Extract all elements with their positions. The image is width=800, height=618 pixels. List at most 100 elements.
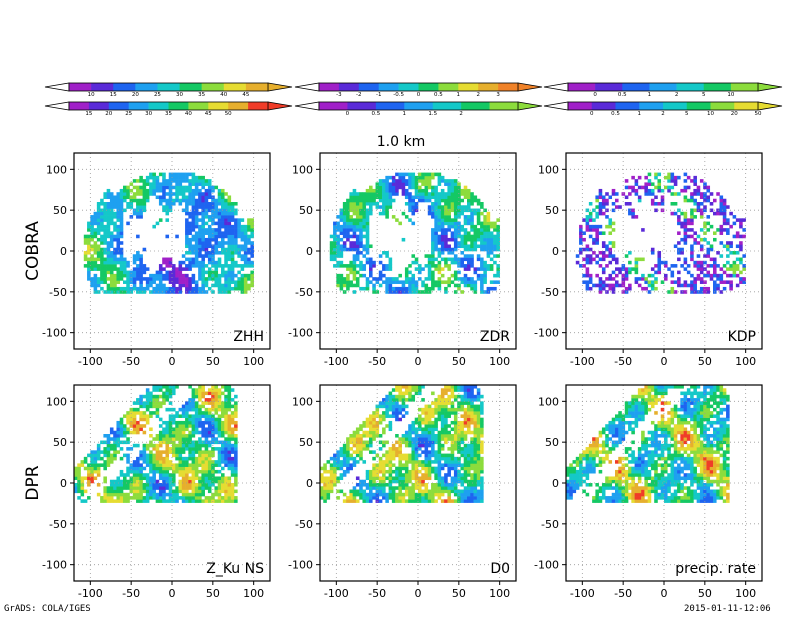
x-tick-label: 50 (452, 587, 466, 600)
x-tick-label: 50 (698, 587, 712, 600)
x-tick-label: -50 (368, 587, 386, 600)
colorbar-swatch (568, 102, 593, 110)
colorbar-tick-label: 50 (225, 111, 232, 117)
colorbar-swatch (498, 83, 519, 91)
y-tick-label: 100 (538, 163, 559, 176)
y-tick-label: 50 (299, 436, 313, 449)
y-tick-label: -100 (534, 559, 559, 572)
colorbars: 10 15 20 25 30 35 40 45 -3 -2 -1 -0.5 0 0.5 1 2 3 0 0.5 1 2 5… (44, 82, 783, 117)
colorbar-swatch (398, 83, 419, 91)
colorbar: 0 0.5 1 1.5 2 (294, 101, 543, 117)
colorbar-tick-label: -0.5 (393, 92, 404, 98)
colorbar-tick-label: 2 (675, 92, 679, 98)
colorbar-tick-label: 15 (110, 92, 117, 98)
colorbar-tick-label: 20 (731, 111, 738, 117)
colorbar-swatch (703, 83, 732, 91)
colorbar-tick-label: 25 (154, 92, 161, 98)
colorbar-left-tip (543, 101, 569, 111)
colorbar-swatch (248, 102, 269, 110)
colorbar-swatch (595, 83, 623, 91)
colorbar-tick-label: 0.5 (371, 111, 380, 117)
x-tick-label: 50 (206, 587, 220, 600)
y-tick-label: 0 (306, 245, 313, 258)
radar-field (575, 172, 746, 294)
x-tick-label: -100 (324, 587, 349, 600)
colorbar-swatch (208, 102, 229, 110)
x-tick-label: 100 (243, 355, 264, 368)
colorbar-swatch (730, 83, 759, 91)
radar-field (83, 172, 254, 294)
colorbar-swatch (639, 102, 664, 110)
colorbar-left-tip (543, 82, 569, 92)
y-tick-label: 50 (53, 436, 67, 449)
colorbar-tick-label: 40 (220, 92, 227, 98)
y-tick-label: -50 (541, 286, 559, 299)
colorbar-swatch (69, 83, 92, 91)
colorbar-left-tip (294, 82, 320, 92)
colorbar-tick-label: 15 (85, 111, 92, 117)
colorbar-tick-label: 10 (727, 92, 734, 98)
x-tick-label: 50 (452, 355, 466, 368)
y-tick-label: 50 (299, 204, 313, 217)
colorbar-tick-label: 10 (707, 111, 714, 117)
x-tick-label: 0 (169, 355, 176, 368)
colorbar-swatch (649, 83, 677, 91)
x-tick-label: -100 (570, 355, 595, 368)
colorbar: 0 0.5 1 2 5 10 20 50 (543, 101, 783, 117)
x-tick-label: 100 (735, 355, 756, 368)
panel-label: ZHH (233, 329, 264, 345)
colorbar-tick-label: 45 (242, 92, 249, 98)
y-tick-label: 50 (53, 204, 67, 217)
row-label-cobra: COBRA (23, 221, 43, 281)
colorbar-left-tip (44, 82, 70, 92)
colorbar-swatch (378, 83, 399, 91)
x-tick-label: 100 (489, 587, 510, 600)
y-tick-label: 100 (46, 163, 67, 176)
panel-zdr: -100 -50 0 50 100 -100 -50 0 50 100 ZDR (288, 152, 517, 368)
row-label-dpr: DPR (23, 465, 43, 500)
y-tick-label: 0 (60, 245, 67, 258)
y-tick-label: -100 (534, 327, 559, 340)
y-tick-label: -50 (295, 286, 313, 299)
grid (74, 153, 270, 349)
x-tick-label: -50 (614, 355, 632, 368)
colorbar-right-tip (267, 101, 293, 111)
colorbar-swatch (148, 102, 169, 110)
x-tick-label: 50 (698, 355, 712, 368)
x-tick-label: -100 (78, 587, 103, 600)
colorbar-tick-label: 35 (165, 111, 172, 117)
panel-label: D0 (490, 561, 510, 577)
x-tick-label: 0 (169, 587, 176, 600)
x-tick-label: 100 (489, 355, 510, 368)
colorbar-tick-label: 2 (476, 92, 480, 98)
colorbar-swatch (188, 102, 209, 110)
colorbar-swatch (591, 102, 616, 110)
colorbar-tick-label: -1 (376, 92, 381, 98)
colorbar-tick-label: 5 (702, 92, 706, 98)
x-tick-label: 0 (661, 587, 668, 600)
colorbar-tick-label: 40 (185, 111, 192, 117)
figure-title: 1.0 km (377, 134, 425, 150)
panel-d0: -100 -50 0 50 100 -100 -50 0 50 100 D0 (288, 384, 517, 600)
colorbar-tick-label: 1 (648, 92, 652, 98)
colorbar-swatch (404, 102, 434, 110)
colorbar-tick-label: 0.5 (611, 111, 620, 117)
x-tick-label: -50 (122, 355, 140, 368)
y-tick-label: 0 (552, 245, 559, 258)
colorbar-swatch (108, 102, 129, 110)
colorbar-tick-label: 3 (496, 92, 500, 98)
colorbar-swatch (69, 102, 90, 110)
colorbar-swatch (358, 83, 379, 91)
x-tick-label: -50 (368, 355, 386, 368)
colorbar-tick-label: 0.5 (618, 92, 627, 98)
x-tick-label: -100 (324, 355, 349, 368)
y-tick-label: -50 (295, 518, 313, 531)
colorbar-swatch (128, 102, 149, 110)
colorbar-tick-label: 1 (638, 111, 642, 117)
colorbar-swatch (676, 83, 705, 91)
colorbar-right-tip (757, 82, 783, 92)
colorbar-swatch (347, 102, 377, 110)
panel-label: Z_Ku NS (206, 561, 264, 577)
colorbar-swatch (615, 102, 640, 110)
